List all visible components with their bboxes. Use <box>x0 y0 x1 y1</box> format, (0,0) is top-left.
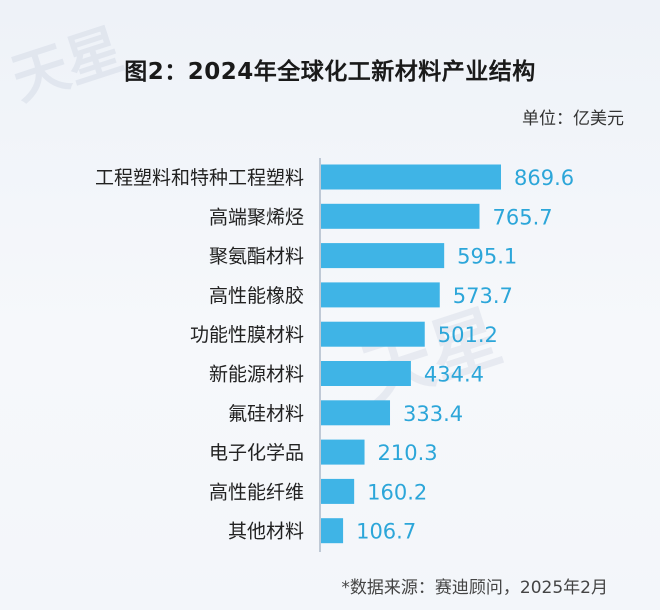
value-label: 106.7 <box>356 520 416 544</box>
category-label: 高性能橡胶 <box>209 285 304 307</box>
bar <box>321 361 411 386</box>
category-label: 高性能纤维 <box>209 481 304 503</box>
unit-label: 单位：亿美元 <box>522 109 624 129</box>
category-label: 电子化学品 <box>209 442 304 464</box>
value-label: 160.2 <box>367 480 427 504</box>
bar <box>321 321 425 347</box>
data-source: *数据来源：赛迪顾问，2025年2月 <box>341 578 608 598</box>
category-label: 聚氨酯材料 <box>209 246 304 268</box>
value-label: 333.4 <box>403 402 463 426</box>
chart-title: 图2：2024年全球化工新材料产业结构 <box>124 59 536 85</box>
category-label: 高端聚烯烃 <box>209 206 304 228</box>
category-label: 功能性膜材料 <box>190 324 304 346</box>
bar <box>321 518 344 544</box>
bar <box>321 400 391 426</box>
bar <box>321 478 355 504</box>
bar <box>321 282 440 308</box>
value-label: 595.1 <box>457 245 517 269</box>
bar <box>321 203 480 229</box>
value-label: 434.4 <box>424 363 484 387</box>
value-label: 869.6 <box>514 166 574 190</box>
category-label: 其他材料 <box>228 521 304 543</box>
bar <box>321 243 445 269</box>
bar <box>321 164 501 190</box>
value-label: 573.7 <box>453 284 513 308</box>
category-label: 氟硅材料 <box>228 403 304 425</box>
category-label: 新能源材料 <box>209 364 304 386</box>
value-label: 501.2 <box>438 323 498 347</box>
value-label: 210.3 <box>378 441 438 465</box>
bar <box>321 439 365 465</box>
category-label: 工程塑料和特种工程塑料 <box>95 167 304 189</box>
value-label: 765.7 <box>492 205 552 229</box>
